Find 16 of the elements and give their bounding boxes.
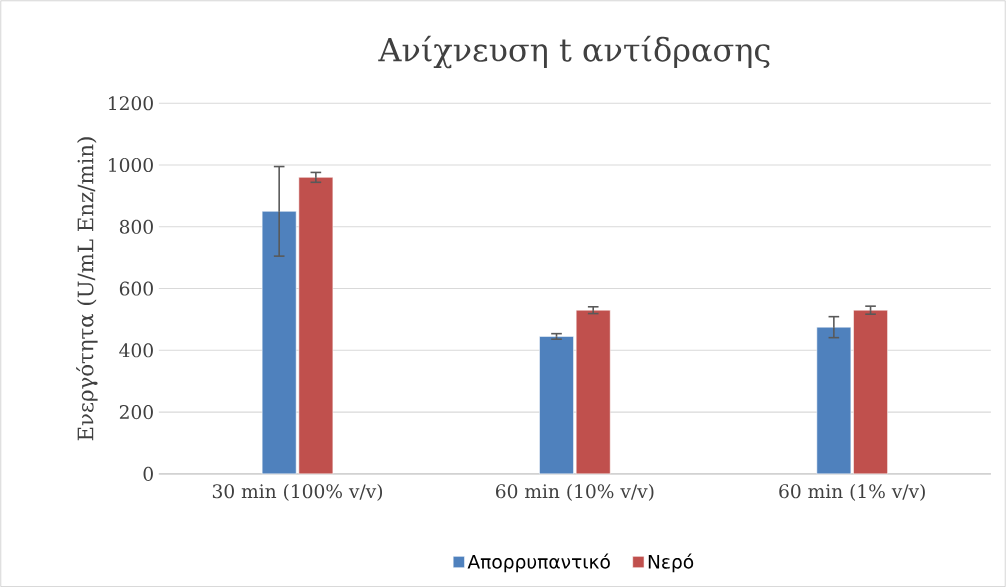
legend-label: Νερό [648, 553, 694, 573]
y-tick-label: 200 [119, 404, 153, 419]
bar [539, 336, 574, 474]
y-axis-title: Ενεργότητα (U/mL Enz/min) [76, 137, 98, 441]
y-tick-label: 400 [119, 343, 153, 358]
x-tick-label: 60 min (1% v/v) [779, 483, 925, 501]
y-tick-label: 1200 [109, 96, 153, 111]
legend-label: Απορρυπαντικό [467, 553, 610, 573]
bar [575, 309, 611, 474]
y-tick-label: 1000 [109, 157, 153, 172]
y-tick-label: 800 [119, 219, 153, 234]
y-tick-label: 0 [143, 466, 153, 481]
chart-title: Ανίχνευση t αντίδρασης [378, 35, 770, 69]
y-tick-label: 600 [119, 281, 153, 296]
x-tick-label: 60 min (10% v/v) [496, 483, 654, 501]
x-tick-label: 30 min (100% v/v) [212, 483, 383, 501]
